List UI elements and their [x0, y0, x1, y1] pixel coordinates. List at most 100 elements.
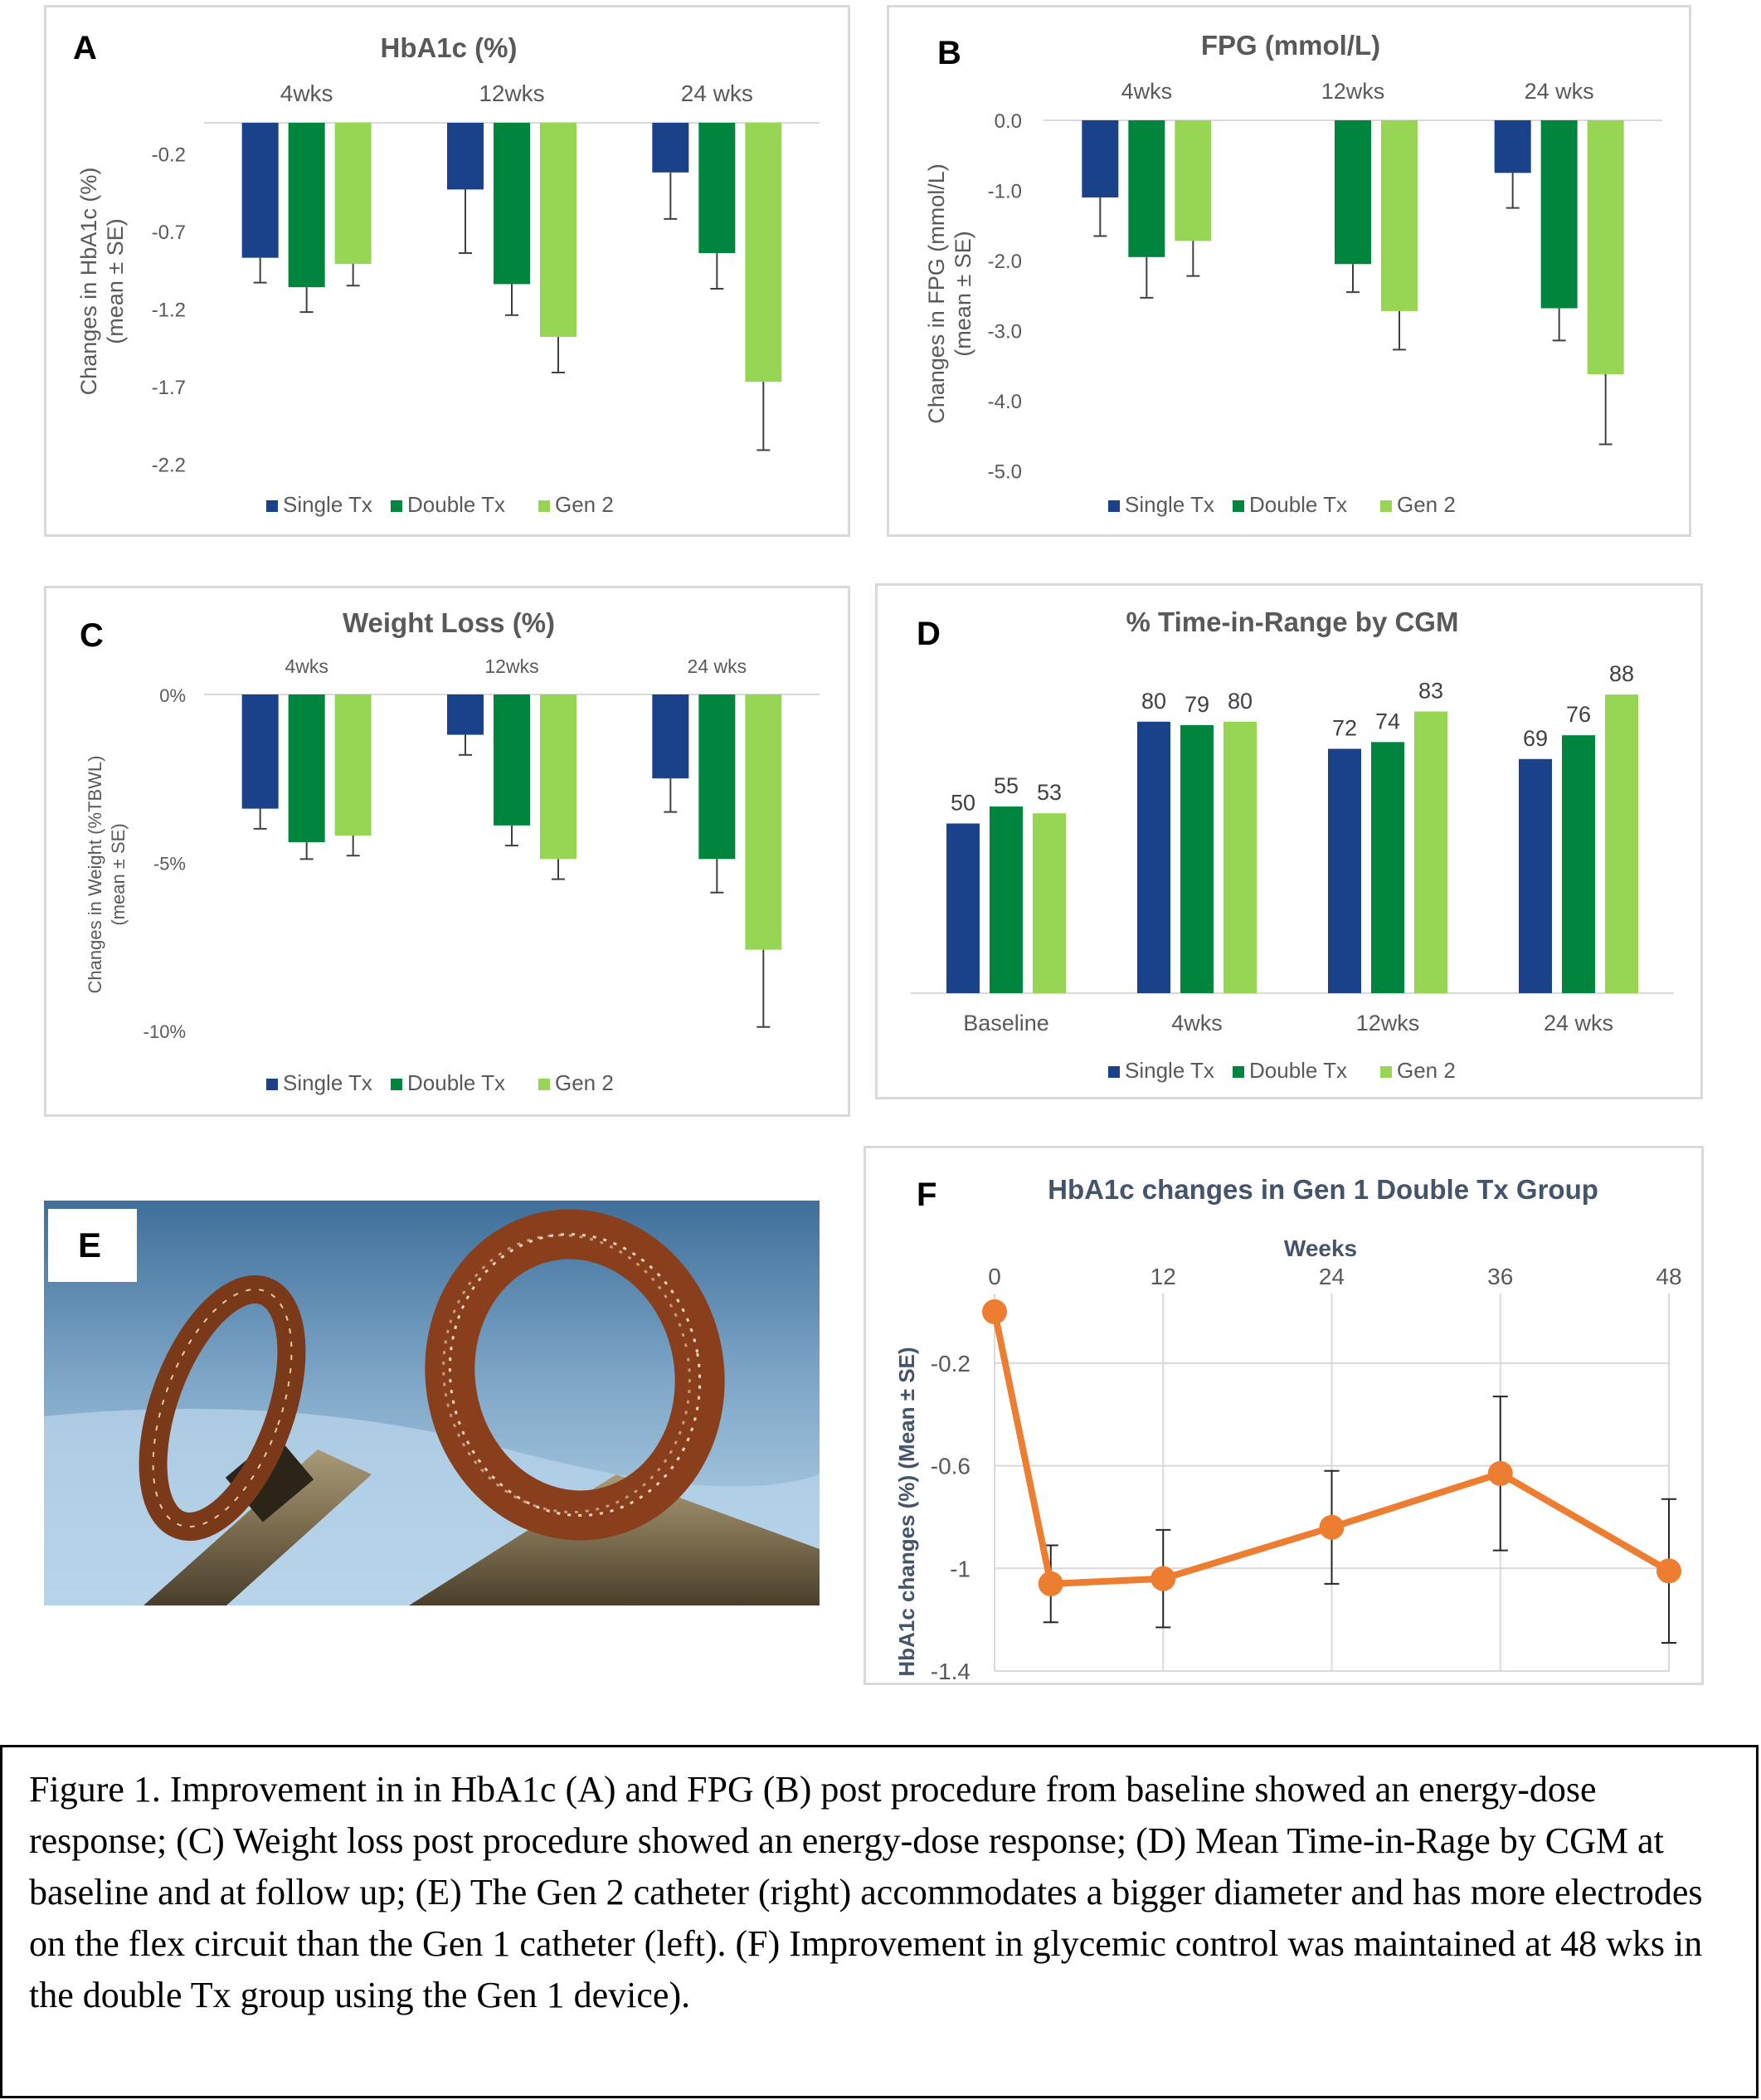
bar — [1175, 120, 1212, 241]
legend-label: Single Tx — [283, 492, 372, 517]
bar — [334, 694, 372, 836]
data-label: 50 — [951, 791, 975, 816]
legend-swatch — [538, 1079, 550, 1090]
bar — [946, 823, 980, 993]
bar — [1494, 120, 1531, 173]
bar — [745, 123, 782, 382]
x-tick-label: 12 — [1150, 1264, 1176, 1289]
x-axis-label: Weeks — [1284, 1235, 1357, 1261]
y-tick-label: -0.2 — [152, 144, 186, 166]
data-label: 69 — [1523, 726, 1548, 751]
y-axis-label: Changes in FPG (mmol/L) — [924, 163, 949, 424]
category-label: 24 wks — [681, 80, 753, 106]
y-tick-label: 0% — [159, 685, 186, 706]
bar — [494, 123, 530, 285]
legend-swatch — [1108, 500, 1120, 512]
bar — [288, 694, 325, 843]
bar — [1180, 724, 1214, 993]
y-tick-label: -1.0 — [988, 181, 1022, 203]
category-label: 24 wks — [1525, 79, 1594, 104]
category-label: 12wks — [1356, 1011, 1420, 1035]
legend-swatch — [1108, 1066, 1120, 1078]
legend-label: Double Tx — [1249, 492, 1347, 517]
legend-label: Single Tx — [1125, 1058, 1214, 1083]
category-label: 12wks — [1321, 79, 1385, 104]
y-axis-label-sub: (mean ± SE) — [103, 218, 128, 344]
bar — [698, 694, 736, 860]
legend-label: Double Tx — [1249, 1058, 1347, 1083]
chart-title: HbA1c (%) — [380, 32, 517, 63]
y-tick-label: -0.7 — [152, 222, 186, 244]
chart-a: A HbA1c (%) Changes in HbA1c (%) (mean ±… — [73, 30, 820, 517]
bar — [540, 694, 576, 860]
bar — [241, 694, 279, 809]
category-label: 4wks — [1121, 79, 1173, 104]
data-label: 74 — [1375, 709, 1400, 733]
category-label: 4wks — [1171, 1011, 1223, 1035]
chart-title: Weight Loss (%) — [343, 607, 555, 638]
category-label: 12wks — [484, 655, 538, 677]
bar — [1137, 721, 1170, 993]
category-label: Baseline — [963, 1011, 1049, 1035]
y-axis-label: Changes in Weight (%TBWL) — [85, 756, 105, 994]
data-point — [1038, 1571, 1063, 1596]
bar — [652, 123, 689, 173]
y-tick-label: -1.2 — [152, 299, 186, 321]
legend-swatch — [538, 500, 550, 512]
panel-a: A HbA1c (%) Changes in HbA1c (%) (mean ±… — [44, 5, 850, 537]
data-label: 76 — [1566, 702, 1591, 727]
bar — [447, 123, 484, 190]
chart-f: F HbA1c changes in Gen 1 Double Tx Group… — [894, 1174, 1682, 1684]
panel-f: F HbA1c changes in Gen 1 Double Tx Group… — [863, 1146, 1704, 1685]
chart-title: HbA1c changes in Gen 1 Double Tx Group — [1048, 1174, 1598, 1205]
legend-label: Double Tx — [407, 492, 505, 517]
chart-c: C Weight Loss (%) Changes in Weight (%TB… — [80, 607, 820, 1095]
bar — [1328, 748, 1361, 993]
bar — [1381, 120, 1418, 311]
legend-swatch — [1233, 500, 1244, 512]
catheters-image — [44, 1201, 820, 1605]
chart-title: FPG (mmol/L) — [1201, 30, 1380, 61]
legend-label: Gen 2 — [1397, 1058, 1456, 1083]
legend-label: Single Tx — [283, 1070, 372, 1095]
data-label: 80 — [1228, 689, 1253, 714]
bar — [990, 806, 1023, 993]
bar — [698, 123, 736, 254]
series-line — [991, 1311, 1671, 1587]
panel-letter: E — [48, 1209, 137, 1282]
catheter-photo: E — [44, 1201, 820, 1605]
legend-swatch — [266, 1079, 278, 1090]
panel-letter: A — [73, 30, 97, 66]
legend-label: Double Tx — [407, 1070, 505, 1095]
y-axis-label-sub: (mean ± SE) — [951, 231, 975, 356]
category-label: 12wks — [479, 80, 544, 106]
panel-b: B FPG (mmol/L) Changes in FPG (mmol/L) (… — [887, 5, 1691, 537]
y-tick-label: -5.0 — [988, 461, 1022, 484]
category-label: 4wks — [285, 655, 328, 677]
bar — [1414, 711, 1447, 993]
data-point — [1656, 1558, 1681, 1584]
bar — [494, 694, 530, 826]
data-label: 53 — [1037, 780, 1062, 805]
figure-caption: Figure 1. Improvement in in HbA1c (A) an… — [0, 1745, 1759, 2098]
y-axis-label: Changes in HbA1c (%) — [76, 168, 101, 396]
y-tick-label: -2.2 — [152, 454, 186, 476]
y-tick-label: -0.6 — [931, 1454, 970, 1479]
y-tick-label: 0.0 — [995, 110, 1022, 133]
x-tick-label: 48 — [1656, 1264, 1681, 1289]
bar — [1562, 735, 1595, 993]
y-tick-label: -5% — [153, 853, 186, 874]
panel-letter: C — [80, 617, 104, 654]
bar — [1587, 120, 1624, 374]
bar — [540, 123, 576, 337]
bar — [652, 694, 689, 779]
x-tick-label: 0 — [988, 1264, 1001, 1289]
data-label: 88 — [1609, 661, 1634, 686]
bar — [1335, 120, 1371, 265]
x-tick-label: 24 — [1319, 1264, 1345, 1289]
y-tick-label: -1.4 — [931, 1659, 970, 1684]
x-tick-label: 36 — [1487, 1264, 1513, 1289]
legend-swatch — [1233, 1066, 1244, 1078]
panel-d: D % Time-in-Range by CGM Baseline 50 55 53 4… — [875, 583, 1703, 1099]
y-axis-label-sub: (mean ± SE) — [108, 823, 129, 925]
